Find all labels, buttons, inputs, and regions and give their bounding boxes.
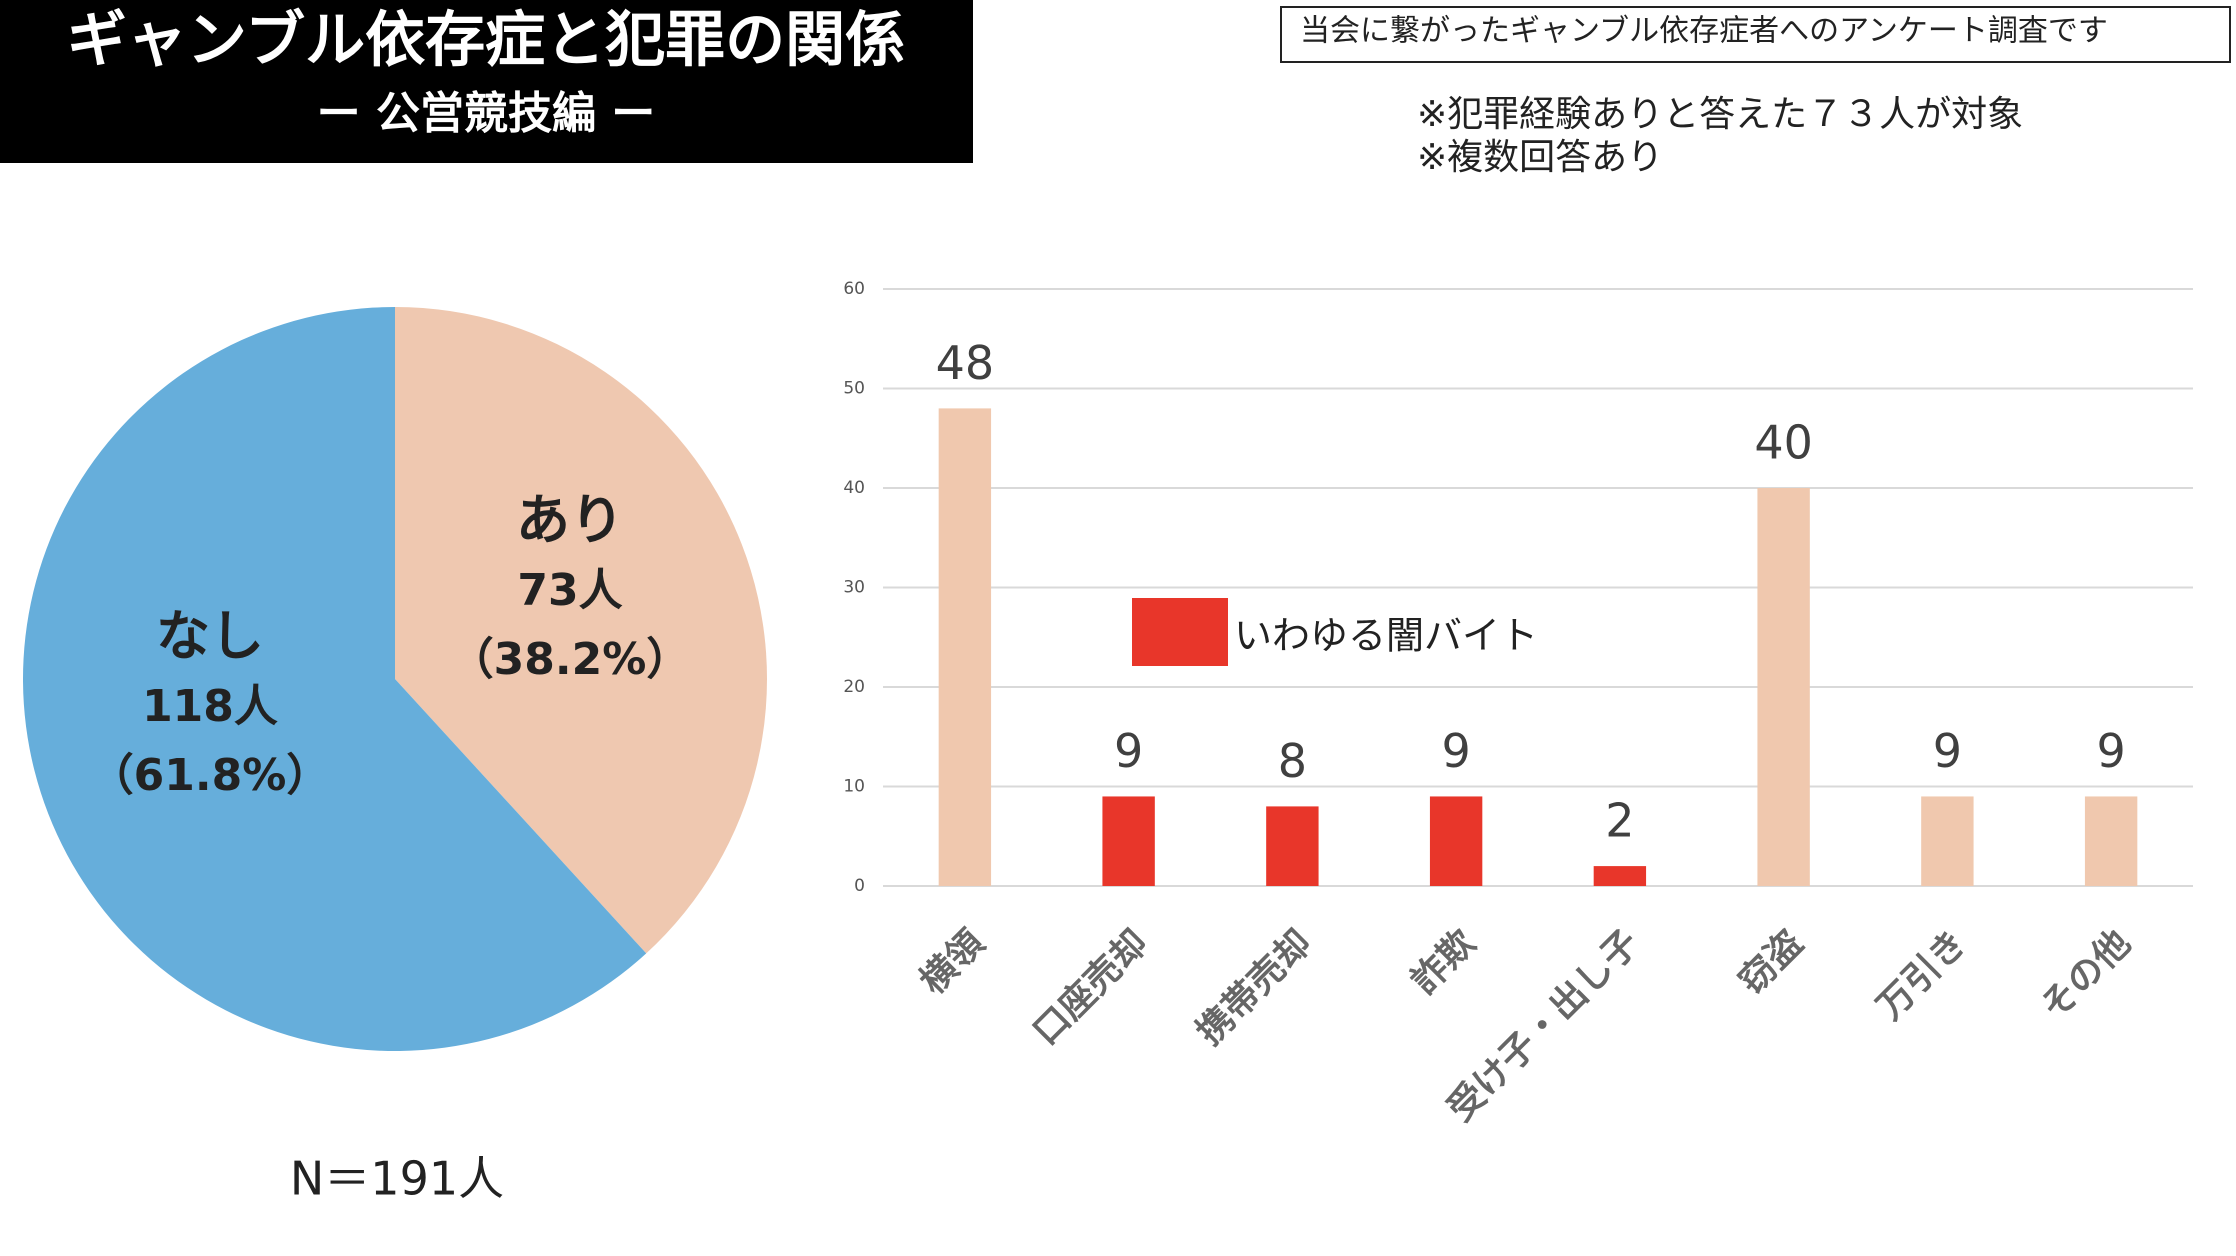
x-tick-label: その他: [2033, 922, 2138, 1027]
page-title: ギャンブル依存症と犯罪の関係: [67, 6, 905, 76]
data-label: 40: [1754, 416, 1813, 470]
bar: [1102, 796, 1155, 886]
title-banner: [0, 0, 973, 163]
note: ※犯罪経験ありと答えた７３人が対象: [1417, 94, 2023, 135]
data-label: 9: [2096, 724, 2125, 778]
y-tick-label: 60: [843, 279, 865, 299]
y-tick-label: 20: [843, 677, 865, 697]
slice-count: 118人: [142, 681, 278, 732]
data-label: 48: [936, 336, 995, 390]
slice-category: なし: [156, 605, 264, 668]
legend-label: いわゆる闇バイト: [1234, 614, 1538, 658]
slice-percent: （61.8%）: [90, 750, 331, 801]
legend-swatch: [1132, 598, 1228, 666]
y-tick-label: 40: [843, 478, 865, 498]
x-tick-label: 横領: [912, 922, 993, 1003]
bar: [1921, 796, 1974, 886]
y-tick-label: 50: [843, 379, 865, 399]
y-tick-label: 30: [843, 578, 865, 598]
bar: [1266, 806, 1319, 886]
data-label: 9: [1933, 724, 1962, 778]
x-tick-label: 窃盗: [1731, 922, 1811, 1002]
slice-count: 73人: [517, 565, 622, 616]
y-tick-label: 10: [843, 777, 865, 797]
pie-slice: [22, 307, 647, 1051]
data-label: 9: [1441, 724, 1470, 778]
bar: [1593, 866, 1647, 886]
slice-percent: （38.2%）: [450, 634, 691, 685]
bar: [1429, 796, 1483, 886]
survey-note: 当会に繋がったギャンブル依存症者へのアンケート調査です: [1300, 14, 2108, 49]
pie-slice: [395, 307, 768, 954]
x-tick-label: 口座売却: [1025, 922, 1156, 1053]
note: ※複数回答あり: [1417, 137, 1663, 178]
total-label: N＝191人: [290, 1152, 504, 1206]
bar: [2084, 796, 2138, 886]
page-subtitle: ー 公営競技編 ー: [317, 88, 656, 139]
data-label: 8: [1278, 734, 1307, 788]
data-label: 9: [1114, 724, 1143, 778]
bar: [1757, 488, 1810, 886]
slice-category: あり: [516, 489, 624, 552]
x-tick-label: 詐欺: [1404, 922, 1484, 1002]
y-tick-label: 0: [854, 876, 865, 896]
data-label: 2: [1605, 794, 1634, 848]
x-tick-label: 万引き: [1869, 922, 1974, 1027]
x-tick-label: 携帯売却: [1189, 922, 1320, 1053]
bar: [938, 408, 992, 886]
survey-note-box: [1280, 6, 2231, 63]
